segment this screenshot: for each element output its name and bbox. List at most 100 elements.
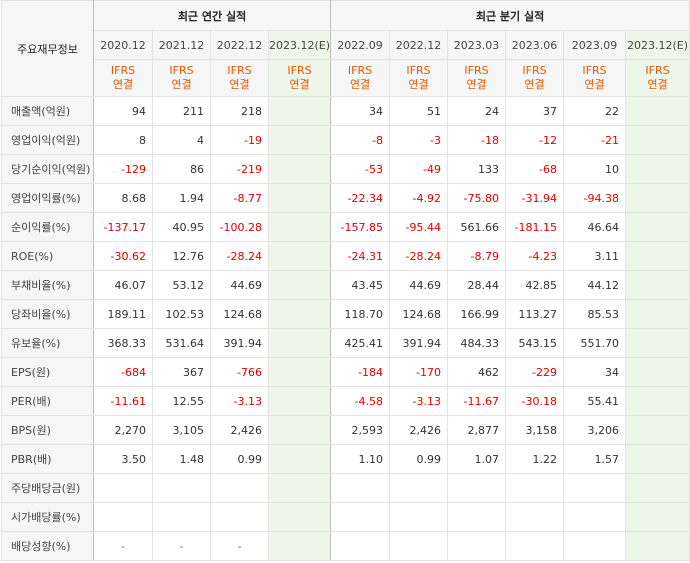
- quarterly-results-title: 최근 분기 실적: [330, 0, 690, 31]
- value-cell: 8.68: [93, 183, 153, 213]
- value-cell: 425.41: [330, 328, 391, 358]
- value-cell: -3.13: [210, 386, 269, 416]
- value-cell: [625, 183, 690, 213]
- value-cell: -94.38: [563, 183, 627, 213]
- table-row: EPS(원) -684 367 -766 -184 -170 462 -229 34: [1, 357, 690, 387]
- basis-line: IFRS: [227, 64, 252, 77]
- value-cell: 113.27: [505, 299, 565, 329]
- value-cell: 34: [330, 96, 391, 126]
- row-label: 영업이익률(%): [1, 183, 94, 213]
- value-cell: [447, 473, 507, 503]
- table-row: 당기순이익(억원) -129 86 -219 -53 -49 133 -68 10: [1, 154, 690, 184]
- basis-line: IFRS: [645, 64, 670, 77]
- value-cell: -11.67: [447, 386, 507, 416]
- basis-line: IFRS: [287, 64, 312, 77]
- value-cell: [505, 531, 565, 561]
- value-cell: -95.44: [389, 212, 449, 242]
- basis-line: IFRS: [522, 64, 547, 77]
- value-cell: 34: [563, 357, 627, 387]
- value-cell: 2,593: [330, 415, 391, 445]
- value-cell: [267, 357, 332, 387]
- row-label: 배당성향(%): [1, 531, 94, 561]
- table-row: 유보율(%) 368.33 531.64 391.94 425.41 391.94 484.…: [1, 328, 690, 358]
- value-cell: 22: [563, 96, 627, 126]
- value-cell: [625, 415, 690, 445]
- value-cell: 118.70: [330, 299, 391, 329]
- table-row: ROE(%) -30.62 12.76 -28.24 -24.31 -28.24 -8.79…: [1, 241, 690, 271]
- value-cell: -4.92: [389, 183, 449, 213]
- value-cell: [267, 212, 332, 242]
- value-cell: 124.68: [210, 299, 269, 329]
- row-label: 시가배당률(%): [1, 502, 94, 532]
- row-label: ROE(%): [1, 241, 94, 271]
- value-cell: -: [152, 531, 211, 561]
- value-cell: -24.31: [330, 241, 391, 271]
- value-cell: -30.62: [93, 241, 153, 271]
- value-cell: 1.48: [152, 444, 211, 474]
- annual-results-title: 최근 연간 실적: [92, 0, 332, 31]
- table-row: 매출액(억원) 94 211 218 34 51 24 37 22: [1, 96, 690, 126]
- value-cell: 51: [389, 96, 449, 126]
- value-cell: [625, 299, 690, 329]
- value-cell: 218: [210, 96, 269, 126]
- value-cell: -184: [330, 357, 391, 387]
- value-cell: [625, 386, 690, 416]
- value-cell: -100.28: [210, 212, 269, 242]
- value-cell: 37: [505, 96, 565, 126]
- value-cell: [625, 444, 690, 474]
- table-row: 부채비율(%) 46.07 53.12 44.69 43.45 44.69 28.44 42.…: [1, 270, 690, 300]
- value-cell: 46.64: [563, 212, 627, 242]
- basis-line: 연결: [112, 78, 134, 91]
- value-cell: [267, 183, 332, 213]
- value-cell: 2,426: [210, 415, 269, 445]
- row-label: BPS(원): [1, 415, 94, 445]
- value-cell: -8.79: [447, 241, 507, 271]
- value-cell: -8.77: [210, 183, 269, 213]
- table-row: PER(배) -11.61 12.55 -3.13 -4.58 -3.13 -11.67 -3…: [1, 386, 690, 416]
- value-cell: 391.94: [210, 328, 269, 358]
- period-header: 2021.12: [152, 30, 211, 60]
- period-header: 2023.03: [447, 30, 507, 60]
- value-cell: [563, 531, 627, 561]
- table-row: 시가배당률(%): [1, 502, 690, 532]
- row-label: 순이익률(%): [1, 212, 94, 242]
- basis-header: IFRS 연결: [505, 59, 565, 97]
- period-header: 2022.09: [330, 30, 391, 60]
- table-row: PBR(배) 3.50 1.48 0.99 1.10 0.99 1.07 1.22 1.57: [1, 444, 690, 474]
- value-cell: [625, 154, 690, 184]
- value-cell: 102.53: [152, 299, 211, 329]
- row-label: EPS(원): [1, 357, 94, 387]
- value-cell: 28.44: [447, 270, 507, 300]
- value-cell: -8: [330, 125, 391, 155]
- period-header: 2023.06: [505, 30, 565, 60]
- basis-header: IFRS 연결: [389, 59, 449, 97]
- value-cell: [330, 502, 391, 532]
- row-label: PER(배): [1, 386, 94, 416]
- basis-header: IFRS 연결: [93, 59, 153, 97]
- row-label: 영업이익(억원): [1, 125, 94, 155]
- value-cell: [330, 531, 391, 561]
- value-cell: -68: [505, 154, 565, 184]
- value-cell: 85.53: [563, 299, 627, 329]
- value-cell: 3.11: [563, 241, 627, 271]
- value-cell: [210, 502, 269, 532]
- basis-header: IFRS 연결: [210, 59, 269, 97]
- value-cell: [563, 473, 627, 503]
- row-label: 유보율(%): [1, 328, 94, 358]
- value-cell: 44.12: [563, 270, 627, 300]
- table-row: 영업이익(억원) 8 4 -19 -8 -3 -18 -12 -21: [1, 125, 690, 155]
- value-cell: -49: [389, 154, 449, 184]
- value-cell: 10: [563, 154, 627, 184]
- value-cell: 1.57: [563, 444, 627, 474]
- value-cell: -12: [505, 125, 565, 155]
- value-cell: 0.99: [389, 444, 449, 474]
- value-cell: [152, 473, 211, 503]
- value-cell: 1.07: [447, 444, 507, 474]
- value-cell: [267, 502, 332, 532]
- value-cell: -766: [210, 357, 269, 387]
- row-label-header: 주요재무정보: [1, 0, 94, 97]
- value-cell: 1.22: [505, 444, 565, 474]
- value-cell: [505, 502, 565, 532]
- value-cell: -4.58: [330, 386, 391, 416]
- value-cell: [625, 357, 690, 387]
